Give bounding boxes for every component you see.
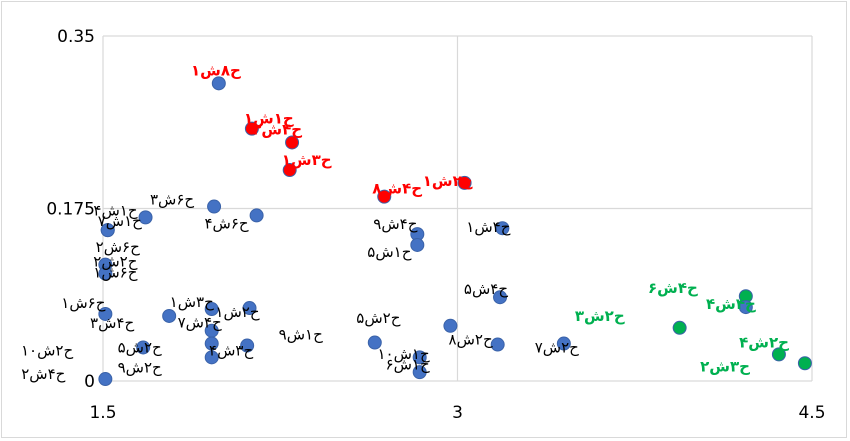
y-tick-label: 0.175 bbox=[46, 200, 95, 220]
data-label: ح۴ش۲ bbox=[21, 365, 65, 383]
data-label: ح۶ش۳ bbox=[150, 191, 194, 209]
data-label: ح۲ش۱۰ bbox=[21, 341, 74, 359]
data-point bbox=[249, 208, 264, 223]
data-label: ح۱ش۹ bbox=[279, 326, 323, 344]
data-point bbox=[98, 306, 113, 321]
data-point bbox=[285, 135, 300, 150]
data-point bbox=[98, 266, 113, 281]
data-point bbox=[738, 300, 753, 315]
data-label: ح۴ش۷ bbox=[178, 314, 222, 332]
y-tick-label: 0 bbox=[84, 372, 95, 392]
data-label: ح۴ش۳ bbox=[90, 314, 134, 332]
data-point bbox=[771, 347, 786, 362]
data-point bbox=[244, 121, 259, 136]
data-label: ح۲ش۱ bbox=[215, 303, 259, 321]
data-label: ح۳ش۴ bbox=[209, 342, 253, 360]
data-point bbox=[162, 308, 177, 323]
y-tick-label: 0.35 bbox=[57, 27, 95, 47]
data-label: ح۲ش۱ bbox=[423, 172, 473, 190]
data-label: ح۲ش۲ bbox=[93, 253, 137, 271]
x-tick-label: 1.5 bbox=[89, 403, 116, 423]
data-label: ح۴ش۵ bbox=[464, 280, 508, 298]
data-point bbox=[457, 175, 472, 190]
data-label: ح۲ش۳ bbox=[575, 307, 625, 325]
data-point bbox=[556, 336, 571, 351]
data-label: ح۲ش۵ bbox=[356, 309, 400, 327]
data-point bbox=[204, 302, 219, 317]
data-label: ح۳ش۱ bbox=[282, 151, 332, 169]
data-point bbox=[138, 210, 153, 225]
data-label: ح۴ش۶ bbox=[648, 279, 698, 297]
axis-tick-labels: 0 0.175 0.35 1.5 3 4.5 bbox=[46, 27, 825, 423]
data-label: ح۶ش۱ bbox=[61, 294, 105, 312]
data-label: ح۱ش۶ bbox=[386, 355, 430, 373]
data-label: ح۶ش۲ bbox=[96, 238, 140, 256]
gridlines bbox=[102, 35, 813, 382]
data-label: ح۱ش۷ bbox=[98, 212, 142, 230]
data-point bbox=[136, 340, 151, 355]
data-point bbox=[98, 372, 113, 387]
data-point bbox=[443, 318, 458, 333]
data-point bbox=[100, 223, 115, 238]
data-point bbox=[367, 335, 382, 350]
data-label: ح۱ش۱ bbox=[244, 110, 294, 128]
data-point bbox=[204, 336, 219, 351]
data-label: ح۱ش۴ bbox=[93, 201, 137, 219]
data-label: ح۳ش۲ bbox=[700, 357, 750, 375]
data-point bbox=[493, 290, 508, 305]
data-label: ح۴ش۴ bbox=[706, 295, 756, 313]
data-label: ح۳ش۱ bbox=[170, 293, 214, 311]
data-label: ح۴ش۹ bbox=[373, 215, 417, 233]
data-label: ح۱ش۱۰ bbox=[377, 345, 430, 363]
data-point bbox=[495, 221, 510, 236]
data-point bbox=[410, 237, 425, 252]
data-point bbox=[672, 320, 687, 335]
data-point bbox=[204, 350, 219, 365]
data-point bbox=[207, 199, 222, 214]
data-point bbox=[797, 356, 812, 371]
data-label: ح۶ش۱ bbox=[93, 264, 137, 282]
data-label: ح۴ش۳ bbox=[252, 120, 302, 138]
data-point bbox=[282, 163, 297, 178]
data-point bbox=[240, 338, 255, 353]
data-label: ح۴ش۱ bbox=[466, 218, 510, 236]
data-label: ح۴ش۸ bbox=[372, 180, 422, 198]
data-label: ح۲ش۹ bbox=[118, 358, 162, 376]
x-tick-label: 3 bbox=[452, 403, 463, 423]
data-point bbox=[211, 76, 226, 91]
data-label: ح۲ش۷ bbox=[535, 339, 579, 357]
data-label: ح۲ش۵ bbox=[118, 339, 162, 357]
data-label: ح۲ش۴ bbox=[739, 333, 789, 351]
data-label: ح۶ش۴ bbox=[204, 214, 248, 232]
data-point bbox=[412, 350, 427, 365]
data-label: ح۸ش۱ bbox=[191, 61, 241, 79]
data-point bbox=[412, 365, 427, 380]
data-points bbox=[98, 76, 812, 387]
data-label: ح۱ش۵ bbox=[367, 243, 411, 261]
data-label: ح۲ش۸ bbox=[449, 331, 493, 349]
data-point bbox=[490, 337, 505, 352]
data-point bbox=[377, 189, 392, 204]
data-point bbox=[242, 301, 257, 316]
x-tick-label: 4.5 bbox=[798, 403, 825, 423]
